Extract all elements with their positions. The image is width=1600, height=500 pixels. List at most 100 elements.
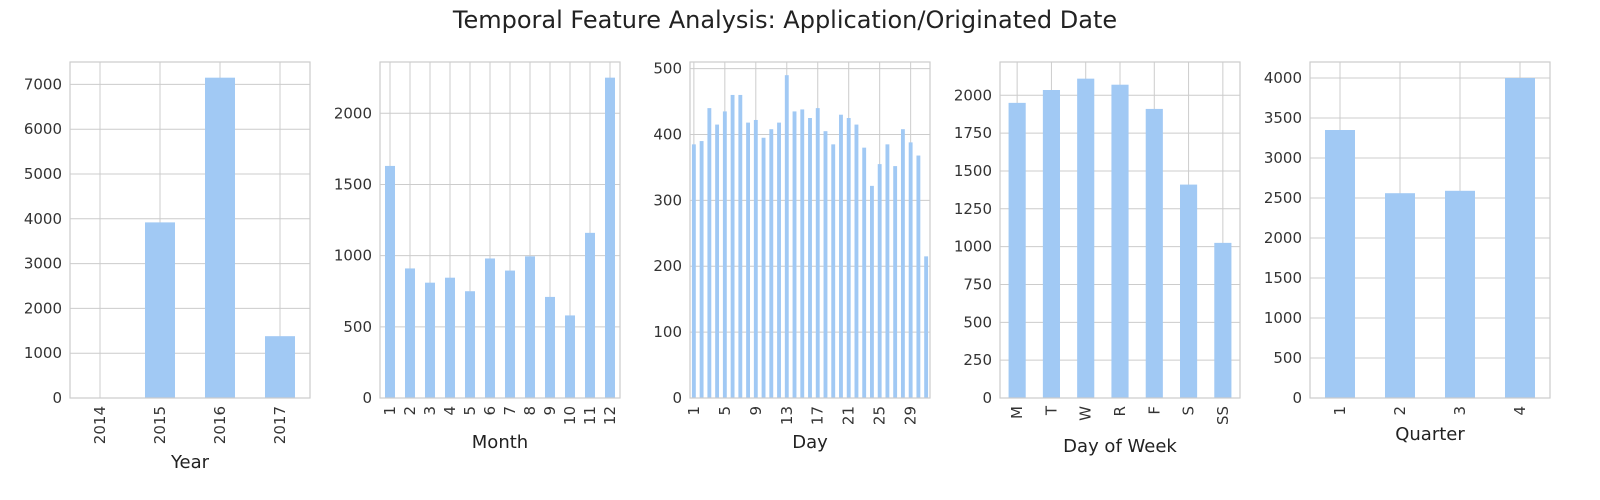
plot-frame — [379, 61, 621, 399]
bar-9 — [753, 119, 758, 398]
x-tick-label: 4 — [441, 406, 459, 416]
bar-M — [1008, 102, 1026, 398]
y-tick-label: 1250 — [954, 200, 992, 218]
bar-27 — [893, 166, 898, 398]
y-tick-label: 2000 — [24, 299, 62, 317]
y-tick-label: 0 — [672, 389, 682, 407]
y-tick-label: 7000 — [24, 75, 62, 93]
y-tick-label: 1750 — [954, 124, 992, 142]
x-tick-label: 1 — [685, 406, 703, 416]
bar-25 — [877, 164, 882, 398]
bar-4 — [445, 277, 455, 398]
bar-30 — [916, 155, 921, 398]
y-tick-label: 5000 — [24, 165, 62, 183]
x-tick-label: 2 — [401, 406, 419, 416]
y-tick-label: 1500 — [334, 175, 372, 193]
x-tick-label: 13 — [778, 406, 796, 425]
bar-9 — [545, 296, 555, 398]
x-tick-label: 3 — [421, 406, 439, 416]
bar-F — [1145, 108, 1163, 399]
x-tick-label: 10 — [561, 406, 579, 425]
y-tick-label: 1000 — [24, 344, 62, 362]
bar-13 — [784, 75, 789, 399]
y-tick-label: 2000 — [954, 86, 992, 104]
plot-frame — [69, 61, 311, 399]
chart-panel-quarter: 0 500 1000 1500 2000 2500 3000 3500 4000 1 2 3 4 Quar… — [1264, 61, 1551, 445]
bar-26 — [885, 144, 890, 398]
bar-3 — [425, 282, 435, 398]
y-tick-label: 300 — [653, 191, 682, 209]
bar-31 — [924, 256, 929, 398]
bar-2 — [699, 141, 704, 398]
bar-2016 — [205, 77, 235, 399]
x-tick-label: 9 — [541, 406, 559, 416]
x-tick-label: 29 — [902, 406, 920, 425]
y-tick-label: 6000 — [24, 120, 62, 138]
y-tick-label: 3500 — [1264, 109, 1302, 127]
bar-4 — [1505, 78, 1535, 398]
chart-panel-year: 0 1000 2000 3000 4000 5000 6000 7000 2014 2015 201… — [24, 61, 311, 473]
x-axis-label: Year — [170, 452, 210, 473]
bar-20 — [839, 114, 843, 399]
x-tick-label: T — [1042, 405, 1060, 416]
bar-19 — [831, 144, 836, 398]
bar-3 — [1445, 190, 1475, 398]
bar-W — [1077, 78, 1095, 398]
bar-3 — [707, 108, 712, 398]
bar-24 — [870, 185, 874, 398]
x-tick-label: 9 — [747, 406, 765, 416]
x-tick-label: 4 — [1511, 406, 1529, 416]
x-tick-label: 1 — [1331, 406, 1349, 416]
plot-frame — [689, 61, 931, 399]
bar-SS — [1214, 242, 1232, 398]
bar-4 — [715, 124, 720, 399]
y-tick-label: 0 — [52, 389, 62, 407]
bar-10 — [761, 137, 766, 398]
bar-1 — [1325, 130, 1355, 398]
y-tick-label: 200 — [653, 257, 682, 275]
y-tick-label: 100 — [653, 323, 682, 341]
bar-21 — [846, 118, 851, 398]
y-tick-label: 500 — [653, 60, 682, 78]
bar-10 — [565, 315, 575, 398]
bar-28 — [900, 129, 905, 398]
y-tick-label: 3000 — [1264, 149, 1302, 167]
y-tick-label: 0 — [982, 389, 992, 407]
x-tick-label: 12 — [601, 406, 619, 425]
x-tick-label: 11 — [581, 406, 599, 425]
y-tick-label: 250 — [963, 351, 992, 369]
y-tick-label: 750 — [963, 275, 992, 293]
bar-16 — [808, 118, 812, 398]
y-tick-label: 0 — [362, 389, 372, 407]
x-tick-label: 1 — [381, 406, 399, 416]
bar-11 — [769, 129, 774, 398]
bar-2017 — [265, 336, 295, 398]
y-tick-label: 4000 — [1264, 69, 1302, 87]
bar-7 — [505, 270, 515, 398]
chart-panel-day: 0 100 200 300 400 500 1 5 9 13 17 21 25 29 Day — [653, 60, 931, 453]
bar-2 — [1385, 193, 1415, 398]
bar-5 — [722, 111, 727, 398]
plot-frame — [999, 61, 1241, 399]
y-tick-label: 400 — [653, 125, 682, 143]
y-tick-label: 1500 — [954, 162, 992, 180]
x-tick-label: 2016 — [211, 406, 229, 444]
bar-12 — [777, 122, 781, 399]
x-tick-label: 5 — [461, 406, 479, 416]
bar-2 — [405, 268, 415, 398]
bar-14 — [792, 111, 797, 398]
x-tick-label: 2017 — [271, 406, 289, 444]
bar-12 — [605, 77, 615, 399]
bar-11 — [585, 232, 595, 398]
y-tick-label: 500 — [343, 318, 372, 336]
x-tick-label: W — [1077, 406, 1095, 421]
x-axis-label: Month — [472, 432, 528, 453]
x-axis-label: Day — [792, 432, 828, 453]
x-tick-label: 2 — [1391, 406, 1409, 416]
y-tick-label: 1000 — [954, 238, 992, 256]
y-tick-label: 1000 — [1264, 309, 1302, 327]
x-tick-label: SS — [1214, 406, 1232, 425]
